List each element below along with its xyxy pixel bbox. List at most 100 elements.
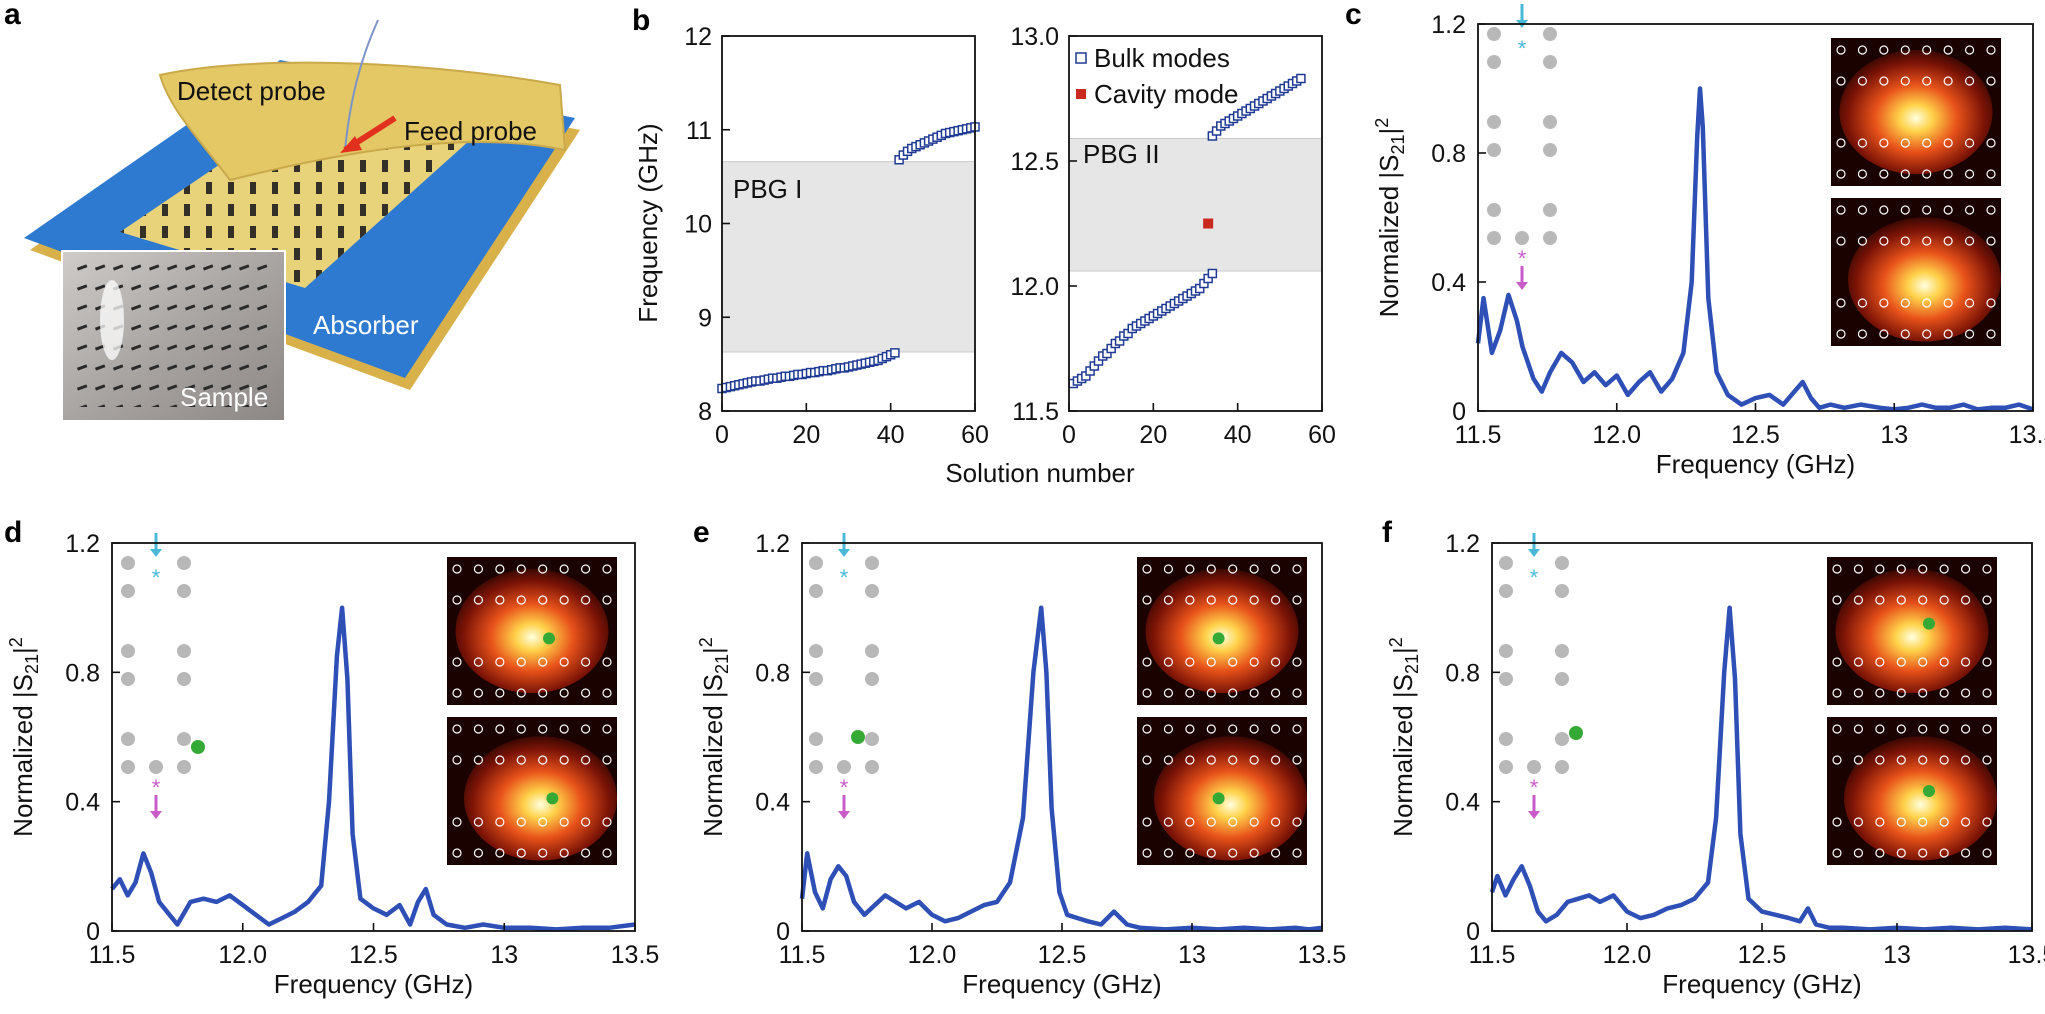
y-tick-label: 8 [698,398,712,426]
rod-outline [452,724,462,734]
rod-outline [473,595,484,605]
rod-outline [1879,45,1889,55]
y-axis-label-rest: | [1388,647,1418,654]
rod-dot [1555,672,1569,686]
detector-star: * [1518,246,1527,271]
rod-outline [1875,564,1885,574]
rod-outline [1896,755,1906,765]
cavity-mode-point [1203,218,1214,229]
rod-outline [1292,848,1302,858]
rod-outline [1964,298,1975,308]
y-tick-label: 9 [698,304,712,332]
chart-e: * * 11.5 12.0 12.5 13 13.5 0 0.4 0.8 1.2 Frequency … [696,530,1346,999]
rod-outline [1142,595,1152,605]
rod-outline [1142,848,1152,858]
rod-outline [1853,755,1864,765]
rod-outline [1939,564,1949,574]
y-axis-label-sub: 21 [1402,654,1422,674]
x-tick-label: 11.5 [89,941,136,969]
rod-outline [1939,595,1949,605]
y-axis-label-rest: | [1374,128,1404,135]
rod-outline [1896,817,1906,827]
x-tick-label: 60 [1308,421,1336,449]
rod-outline [473,755,484,765]
rod-outline [1857,76,1868,86]
defect-marker [1212,792,1225,805]
rod-outline [1960,848,1971,858]
field-hotspot [464,736,617,861]
pbg2-label: PBG II [1083,139,1160,169]
rod-outline [1228,817,1238,827]
rod-outline [495,564,505,574]
y-tick-label: 12.0 [1010,273,1059,301]
rod-outline [1960,688,1971,698]
rod-outline [1249,595,1259,605]
y-tick-label: 0.8 [65,659,100,687]
y-tick-label: 10 [684,211,712,239]
rod-outline [580,848,591,858]
rod-outline [1206,657,1216,667]
rod-dot [1487,231,1501,245]
x-tick-label: 20 [792,421,820,449]
x-tick-label: 13 [490,941,518,969]
b-y-axis-label: Frequency (GHz) [633,123,663,322]
panel-label-f: f [1382,516,1393,549]
rod-outline [1900,205,1910,215]
rod-outline [1853,564,1864,574]
rod-outline [1185,755,1195,765]
rod-outline [1206,848,1216,858]
rod-outline [1206,595,1216,605]
rod-outline [1943,45,1953,55]
y-tick-label: 1.2 [1445,530,1480,558]
defect-marker [1923,617,1935,630]
rod-outline [1922,329,1932,339]
feed-probe-label: Feed probe [404,116,537,146]
rod-outline [559,564,569,574]
rod-outline [516,817,526,827]
bulk-mode-point [890,348,900,358]
y-tick-label: 0 [1452,398,1466,426]
rod-outline [1249,688,1259,698]
bulk-mode-point [1296,73,1306,84]
rod-dot [809,556,823,570]
rod-outline [538,755,548,765]
axes-frame [721,35,976,412]
x-tick-label: 12.0 [908,941,957,969]
rod-outline [1960,564,1971,574]
x-axis-label: Frequency (GHz) [1656,449,1855,479]
rod-dot [865,556,879,570]
rod-outline [1918,848,1928,858]
rod-outline [1896,724,1906,734]
y-axis-label-rest: | [698,647,728,654]
rod-outline [1249,755,1259,765]
rod-outline [1853,657,1864,667]
rod-outline [1939,724,1949,734]
rod-outline [1960,657,1971,667]
output-arrowhead [1516,282,1528,290]
rod-outline [1939,817,1949,827]
x-tick-label: 40 [877,421,905,449]
x-tick-label: 12.0 [1603,941,1652,969]
rod-outline [1853,595,1864,605]
rod-outline [1986,298,1996,308]
y-axis-label-sup: 2 [6,637,26,647]
rod-outline [1939,848,1949,858]
transmission-curve [799,605,1323,932]
rod-outline [1875,755,1885,765]
y-tick-label: 1.2 [755,530,790,558]
rod-dot [121,556,135,570]
rod-outline [1163,724,1174,734]
rod-outline [1206,817,1216,827]
rod-outline [1922,205,1932,215]
rod-outline [1879,76,1889,86]
rod-dot [1487,203,1501,217]
rod-dot [1543,27,1557,41]
transmission-curve [110,605,636,932]
y-tick-label: 0 [1466,918,1480,946]
rod-outline [516,595,526,605]
transmission-curve [1489,605,2033,932]
rod-outline [1832,817,1842,827]
rod-outline [1270,595,1281,605]
output-arrowhead [1528,811,1540,819]
rod-outline [1918,657,1928,667]
